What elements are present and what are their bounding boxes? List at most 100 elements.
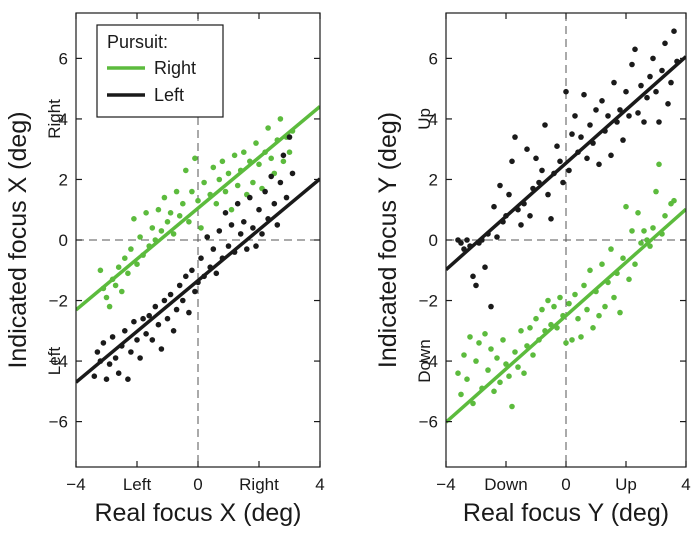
data-point-left: [581, 91, 587, 98]
data-point-left: [228, 222, 235, 228]
data-point-right: [551, 303, 557, 310]
data-point-right: [662, 213, 668, 219]
data-point-left: [554, 143, 560, 149]
data-point-left: [584, 155, 590, 162]
y-tick-label: 2: [59, 170, 68, 189]
data-point-right: [164, 219, 171, 225]
y-direction-label: Down: [415, 339, 434, 382]
data-point-left: [140, 315, 146, 322]
data-point-left: [512, 134, 518, 140]
data-point-right: [575, 315, 581, 322]
data-point-left: [527, 213, 533, 219]
data-point-left: [470, 273, 476, 280]
y-tick-label: −4: [419, 352, 438, 371]
data-point-right: [566, 300, 572, 307]
data-point-left: [542, 122, 548, 128]
data-point-right: [590, 325, 596, 331]
data-point-left: [662, 40, 668, 47]
fit-line-right: [446, 207, 686, 424]
data-point-left: [225, 243, 232, 249]
data-point-left: [134, 337, 140, 343]
data-point-left: [599, 98, 605, 104]
data-point-right: [286, 149, 293, 155]
data-point-left: [283, 194, 290, 201]
data-point-left: [198, 255, 204, 261]
data-point-left: [482, 264, 488, 271]
x-tick-label: 4: [315, 475, 324, 494]
data-point-right: [464, 376, 470, 383]
data-point-right: [149, 225, 156, 231]
data-point-right: [626, 276, 632, 283]
data-point-right: [557, 294, 563, 301]
data-point-left: [533, 155, 539, 162]
data-point-right: [491, 388, 497, 395]
data-point-right: [461, 352, 467, 358]
data-point-left: [241, 219, 247, 225]
data-point-left: [572, 113, 578, 119]
data-point-left: [167, 291, 174, 298]
x-tick-label: Left: [123, 475, 152, 494]
data-point-left: [94, 349, 101, 355]
data-point-right: [234, 182, 241, 189]
data-point-right: [213, 200, 220, 207]
data-point-right: [629, 228, 635, 234]
data-point-right: [608, 246, 614, 252]
data-point-left: [131, 318, 137, 325]
data-point-right: [280, 158, 287, 165]
data-point-left: [608, 152, 614, 159]
series-left: [76, 134, 320, 384]
data-point-left: [115, 370, 122, 377]
data-point-left: [524, 146, 530, 152]
data-point-right: [650, 225, 656, 231]
y-tick-label: 0: [429, 231, 438, 250]
data-point-right: [201, 179, 207, 186]
data-point-left: [605, 113, 611, 119]
data-point-right: [265, 125, 271, 131]
data-point-right: [563, 340, 569, 346]
data-point-right: [515, 364, 521, 370]
data-point-right: [509, 403, 515, 410]
fit-line-right: [76, 105, 320, 312]
data-point-right: [587, 267, 593, 274]
data-point-left: [497, 182, 503, 189]
data-point-right: [611, 294, 617, 301]
y-tick-label: 6: [59, 49, 68, 68]
data-point-right: [638, 240, 644, 246]
data-point-left: [259, 231, 265, 237]
legend-entry-right: Right: [154, 58, 196, 78]
data-point-left: [286, 134, 293, 140]
data-point-right: [623, 203, 629, 210]
data-point-left: [173, 306, 180, 313]
data-point-right: [518, 328, 524, 334]
data-point-left: [491, 203, 497, 210]
y-tick-label: 4: [429, 110, 438, 129]
data-point-left: [569, 131, 575, 137]
y-direction-label: Left: [45, 347, 64, 376]
data-point-right: [455, 370, 461, 377]
data-point-right: [131, 216, 137, 222]
data-point-left: [611, 79, 617, 86]
data-point-left: [256, 206, 262, 213]
data-point-right: [231, 152, 238, 159]
data-point-right: [458, 391, 464, 398]
data-point-left: [268, 173, 275, 180]
legend-entry-left: Left: [154, 85, 184, 105]
y-tick-label: −2: [49, 292, 68, 311]
data-point-left: [280, 152, 287, 159]
data-point-left: [204, 234, 210, 240]
data-point-left: [566, 167, 572, 174]
data-point-right: [482, 331, 488, 337]
data-point-left: [146, 312, 152, 319]
data-point-left: [632, 46, 638, 53]
data-point-left: [125, 376, 131, 383]
data-point-right: [183, 167, 189, 174]
data-point-left: [548, 216, 554, 222]
data-point-right: [189, 188, 195, 195]
data-point-left: [626, 113, 632, 119]
data-point-left: [189, 267, 195, 274]
data-point-left: [152, 303, 159, 310]
data-point-right: [180, 200, 186, 207]
data-point-right: [119, 288, 125, 295]
legend-box: [96, 24, 224, 118]
